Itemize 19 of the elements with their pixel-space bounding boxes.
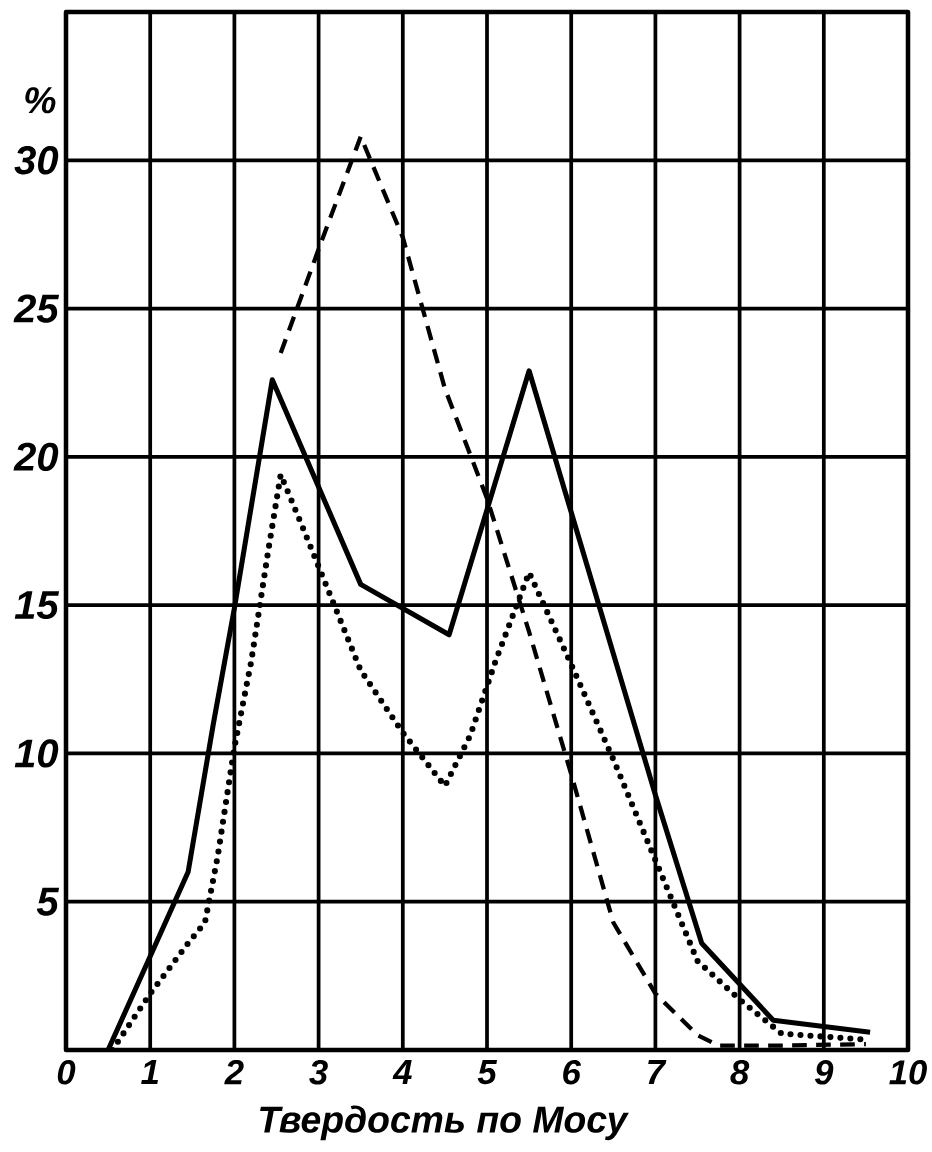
x-tick-label: 2 [224,1060,244,1085]
x-tick-label: 3 [309,1060,328,1085]
x-tick-label: 6 [563,1060,582,1085]
x-tick-label: 10 [889,1060,927,1085]
x-tick-label: 0 [57,1060,76,1085]
x-tick-label: 7 [648,1060,667,1084]
x-tick-label: 9 [814,1060,834,1085]
x-tick-label: 4 [392,1060,412,1084]
y-tick-label: 20 [13,442,59,472]
y-tick-label: 15 [14,591,60,620]
y-axis-title: % [25,87,56,114]
y-tick-label: 30 [14,146,59,175]
y-tick-label: 25 [13,294,60,323]
y-tick-label: 5 [36,887,60,916]
x-axis-title: Твердость по Мосу [260,1105,629,1141]
y-tick-label: 10 [14,739,59,768]
x-tick-label: 8 [730,1060,750,1085]
x-tick-label: 5 [477,1060,498,1085]
x-tick-label: 1 [141,1060,158,1084]
